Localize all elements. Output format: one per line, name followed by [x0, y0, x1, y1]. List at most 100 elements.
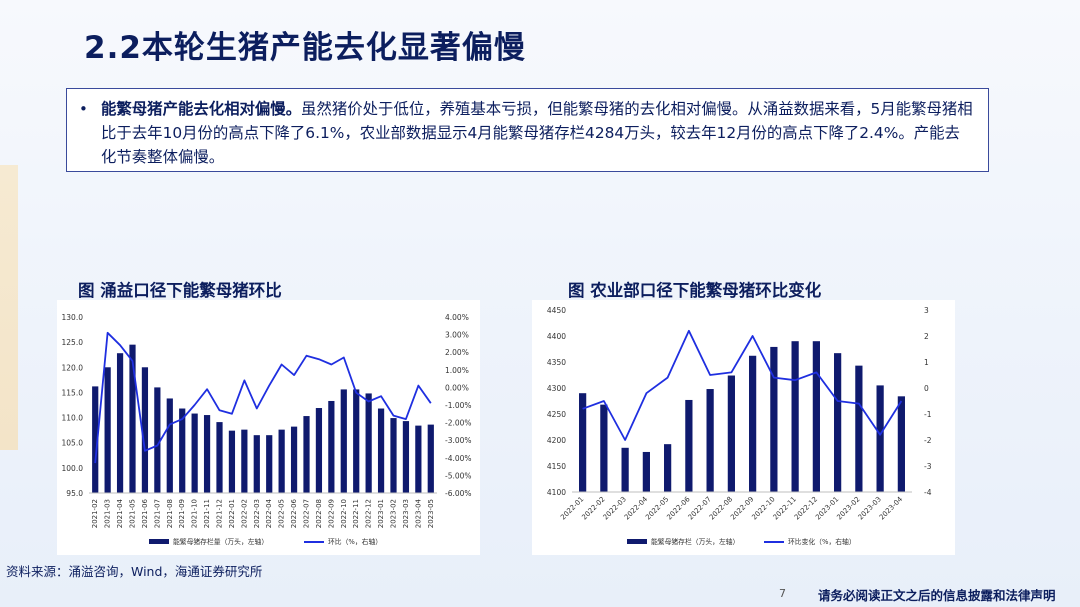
left-axis-tick-label: 115.0: [62, 388, 84, 397]
right-axis-tick-label: -1: [924, 410, 932, 419]
right-axis-tick-label: -4: [924, 488, 932, 497]
left-axis-tick-label: 105.0: [62, 439, 84, 448]
left-axis-tick-label: 4400: [547, 332, 566, 341]
bar-mark: [706, 389, 714, 492]
side-accent-bar: [0, 165, 18, 450]
bar-mark: [328, 400, 335, 493]
bar-mark: [228, 430, 236, 493]
right-axis-tick-label: -4.00%: [445, 454, 472, 463]
x-tick-label: 2023-04: [878, 495, 905, 522]
bar-mark: [812, 341, 820, 492]
bar-mark: [92, 386, 99, 493]
bar-mark: [727, 375, 735, 492]
left-axis-tick-label: 130.0: [62, 313, 84, 322]
right-chart-panel: 4100 4150 4200 4250 4300 4350 4400 4450 -4 -3 -2 -1…: [532, 300, 955, 555]
bar-mark: [129, 344, 136, 493]
right-axis-tick-label: 2: [924, 332, 929, 341]
right-axis-tick-label: 4.00%: [445, 313, 469, 322]
bar-mark: [749, 355, 757, 492]
source-note: 资料来源：涌溢咨询，Wind，海通证券研究所: [6, 564, 263, 579]
bar-mark: [579, 393, 587, 492]
bar-mark: [600, 404, 608, 492]
right-axis-tick-label: -3: [924, 462, 932, 471]
line-series: [582, 329, 903, 441]
right-axis-tick-label: -2.00%: [445, 419, 472, 428]
bar-mark: [353, 389, 360, 493]
left-axis-tick-label: 4450: [547, 306, 566, 315]
x-tick-label: 2022-02: [240, 499, 248, 528]
bar-mark: [642, 451, 650, 492]
bar-mark: [415, 425, 422, 493]
bar-mark: [897, 396, 905, 492]
bar-mark: [664, 444, 672, 492]
right-axis-tick-label: 0.00%: [445, 383, 469, 392]
x-tick-label: 2022-10: [340, 499, 348, 528]
left-axis-tick-label: 125.0: [62, 338, 84, 347]
x-tick-label: 2022-08: [315, 499, 323, 528]
x-tick-label: 2023-01: [377, 499, 385, 528]
left-axis-tick-label: 4250: [547, 410, 566, 419]
x-tick-label: 2023-04: [414, 498, 422, 528]
bar-mark: [834, 353, 842, 492]
bar-mark: [179, 408, 186, 493]
right-axis-tick-label: 1: [924, 358, 929, 367]
bar-mark: [427, 424, 434, 493]
left-chart-panel: 95.0 100.0 105.0 110.0 115.0 120.0 125.0 130.0 -…: [57, 300, 480, 555]
x-tick-label: 2021-08: [166, 499, 174, 528]
x-tick-label: 2022-11: [352, 499, 360, 528]
x-tick-label: 2021-04: [116, 498, 124, 528]
x-tick-label: 2021-03: [104, 499, 112, 528]
left-axis-tick-label: 4300: [547, 384, 566, 393]
bar-mark: [340, 389, 347, 493]
x-tick-label: 2022-04: [265, 498, 273, 528]
x-tick-label: 2022-09: [327, 499, 335, 528]
bar-mark: [203, 415, 211, 493]
disclaimer-link[interactable]: 请务必阅读正文之后的信息披露和法律声明: [818, 588, 1056, 603]
right-axis-tick-label: -5.00%: [445, 471, 472, 480]
x-tick-label: 2021-09: [178, 499, 186, 528]
x-tick-label: 2022-05: [278, 499, 286, 528]
right-axis-tick-label: 3: [924, 306, 929, 315]
right-axis-tick-label: -2: [924, 436, 932, 445]
left-axis-tick-label: 110.0: [62, 414, 84, 423]
bullet-marker: •: [79, 100, 88, 118]
x-tick-label: 2021-11: [203, 499, 211, 528]
bar-mark: [315, 408, 323, 493]
bar-mark: [303, 416, 310, 493]
right-axis-tick-label: -3.00%: [445, 436, 472, 445]
x-tick-label: 2022-06: [290, 498, 298, 528]
bar-mark: [141, 367, 149, 493]
bar-mark: [390, 418, 397, 493]
left-chart: 95.0 100.0 105.0 110.0 115.0 120.0 125.0 130.0 -…: [62, 313, 472, 546]
callout-lead: 能繁母猪产能去化相对偏慢。: [101, 100, 302, 118]
x-tick-label: 2021-02: [91, 499, 99, 528]
bar-mark: [166, 398, 173, 493]
x-tick-label: 2021-10: [191, 499, 199, 528]
callout-body: 虽然猪价处于低位，养殖基本亏损，但能繁母猪的去化相对偏慢。从涌益数据来看，5月能…: [101, 100, 973, 166]
bar-mark: [377, 408, 385, 493]
x-tick-label: 2022-01: [228, 499, 236, 528]
x-tick-label: 2022-03: [253, 499, 261, 528]
left-axis-tick-label: 4350: [547, 358, 566, 367]
bar-mark: [290, 426, 298, 493]
x-tick-label: 2021-07: [153, 499, 161, 528]
x-tick-label: 2021-05: [129, 499, 137, 528]
bar-mark: [876, 385, 884, 492]
left-chart-title: 图 涌益口径下能繁母猪环比: [78, 281, 282, 300]
x-tick-label: 2022-07: [303, 499, 311, 528]
bar-mark: [402, 421, 410, 493]
bar-mark: [685, 399, 693, 492]
left-axis-tick-label: 120.0: [62, 363, 84, 372]
right-axis-tick-label: -6.00%: [445, 489, 472, 498]
legend-line-label: 环比变化（%，右轴）: [788, 537, 856, 546]
left-axis-tick-label: 4200: [547, 436, 566, 445]
left-axis-tick-label: 4150: [547, 462, 566, 471]
bar-mark: [116, 353, 124, 493]
bar-mark: [253, 435, 260, 493]
bar-mark: [216, 422, 223, 493]
bar-mark: [621, 447, 629, 492]
legend-bar-label: 能繁母猪存栏量（万头，左轴）: [173, 537, 268, 546]
page-number: 7: [779, 587, 786, 600]
bar-mark: [241, 429, 248, 493]
legend-bar-swatch: [149, 539, 169, 544]
